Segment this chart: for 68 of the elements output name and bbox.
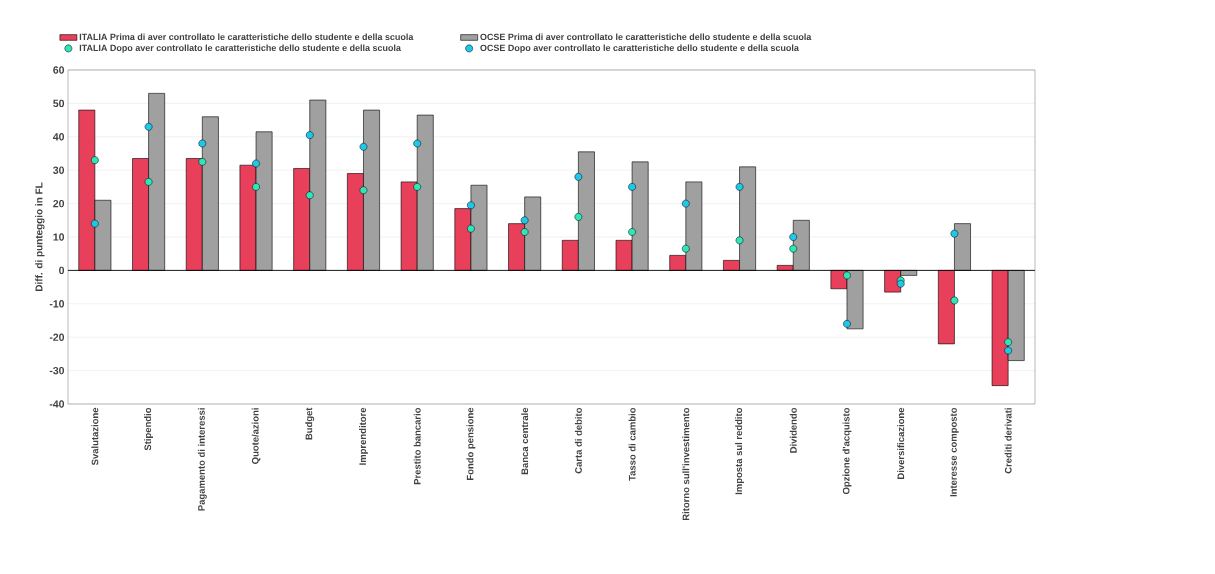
point: [413, 183, 422, 191]
point: [735, 183, 744, 191]
x-tick-label: Tasso di cambio: [628, 407, 636, 481]
y-tick-label: 60: [53, 66, 65, 74]
point: [520, 228, 529, 236]
point: [144, 122, 153, 131]
point: [359, 186, 368, 195]
point: [198, 139, 207, 148]
point: [789, 244, 798, 253]
legend-label: OCSE Prima di aver controllato le caratteristiche dello studente e della scuola: [480, 33, 812, 41]
point: [252, 183, 260, 191]
x-tick-label: Imposta sul reddito: [735, 407, 744, 495]
x-tick-label: Crediti derivati: [1004, 408, 1012, 474]
point: [950, 229, 959, 238]
x-tick-label: Budget: [305, 407, 315, 440]
y-tick-label: -40: [49, 400, 65, 408]
x-tick-label: Prestito bancario: [413, 407, 421, 485]
point: [467, 224, 475, 233]
point: [467, 201, 475, 210]
x-tick-label: Interesse composto: [950, 407, 959, 497]
x-tick-label: Fondo pensione: [466, 407, 476, 480]
y-tick-label: 40: [53, 133, 65, 141]
legend-label: ITALIA Prima di aver controllato le caratteristiche dello studente e della scuola: [79, 33, 414, 41]
point: [681, 199, 690, 208]
point: [574, 173, 583, 181]
point: [681, 244, 690, 253]
y-tick-label: 50: [53, 99, 65, 108]
y-tick-label: -20: [49, 333, 65, 341]
x-tick-label: Svalutazione: [91, 407, 99, 466]
point: [520, 216, 529, 225]
y-tick-label: 30: [53, 166, 65, 174]
x-tick-label: Banca centrale: [521, 407, 529, 475]
point: [144, 178, 153, 186]
legend-label: OCSE Dopo aver controllato le caratteristiche dello studente e della scuola: [480, 44, 799, 53]
point: [574, 213, 583, 221]
y-axis-title: Diff. di punteggio in FL: [35, 182, 45, 292]
point: [359, 142, 368, 151]
point: [628, 183, 636, 191]
point: [252, 159, 260, 168]
point: [198, 158, 207, 166]
point: [91, 156, 99, 165]
y-tick-label: 10: [53, 233, 65, 241]
point: [1004, 338, 1012, 347]
x-tick-label: Carta di debito: [574, 407, 582, 474]
point: [91, 219, 99, 228]
point: [1004, 346, 1012, 355]
y-tick-label: -10: [49, 300, 65, 308]
point: [735, 236, 744, 245]
y-tick-label: -30: [49, 366, 65, 375]
x-tick-label: Dividendo: [789, 407, 797, 453]
y-tick-label: 0: [59, 266, 65, 275]
point: [789, 233, 798, 241]
y-tick-label: 20: [53, 199, 65, 208]
point: [305, 191, 314, 200]
point: [305, 131, 314, 139]
x-tick-label: Imprenditore: [359, 407, 368, 465]
x-tick-label: Ritorno sull'investimento: [682, 407, 690, 521]
point: [628, 228, 636, 236]
legend-label: ITALIA Dopo aver controllato le caratteristiche dello studente e della scuola: [79, 44, 401, 53]
x-tick-label: Diversificazione: [897, 407, 905, 479]
point: [843, 320, 851, 328]
point: [950, 296, 959, 305]
x-tick-label: Quote/azioni: [251, 408, 261, 464]
point: [413, 139, 422, 148]
x-tick-label: Stipendio: [144, 407, 153, 451]
x-tick-label: Pagamento di interessi: [197, 408, 207, 511]
point: [843, 271, 851, 280]
x-tick-label: Opzione d'acquisto: [842, 407, 852, 495]
